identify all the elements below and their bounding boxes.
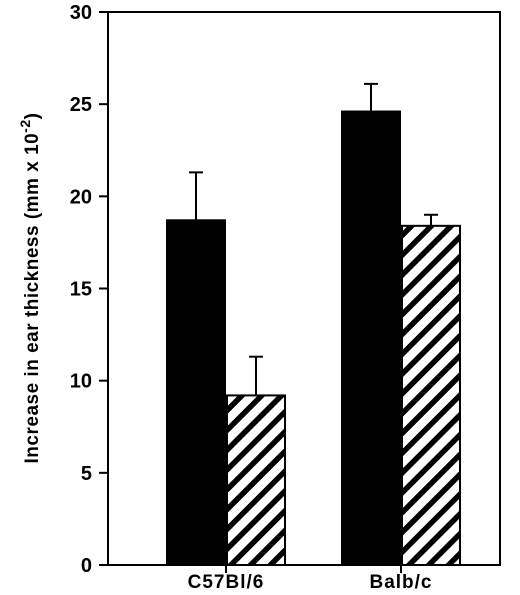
x-tick-label: C57Bl/6 <box>188 572 265 593</box>
y-tick-label: 30 <box>70 2 92 24</box>
y-tick-label: 25 <box>70 94 92 116</box>
y-axis-title: Increase in ear thickness (mm x 10-2) <box>17 113 43 464</box>
y-tick-label: 15 <box>70 279 92 301</box>
y-tick-label: 5 <box>81 463 92 485</box>
y-tick-label: 20 <box>70 186 92 208</box>
y-axis-title-superscript: -2 <box>17 119 33 132</box>
bar <box>226 394 286 566</box>
svg-text:Increase in ear thickness (mm: Increase in ear thickness (mm x 10-2) <box>17 113 43 464</box>
y-axis-title-close: ) <box>22 113 43 120</box>
plot-area: 0 5 10 15 20 25 30 C57Bl/6 Balb/c <box>70 2 501 593</box>
y-axis-title-text: Increase in ear thickness (mm x 10 <box>22 133 43 464</box>
x-tick-label: Balb/c <box>369 572 432 593</box>
y-tick-label: 0 <box>81 555 92 577</box>
bar <box>341 110 401 566</box>
bar <box>401 224 461 566</box>
y-tick-label: 10 <box>70 371 92 393</box>
bar <box>166 219 226 566</box>
